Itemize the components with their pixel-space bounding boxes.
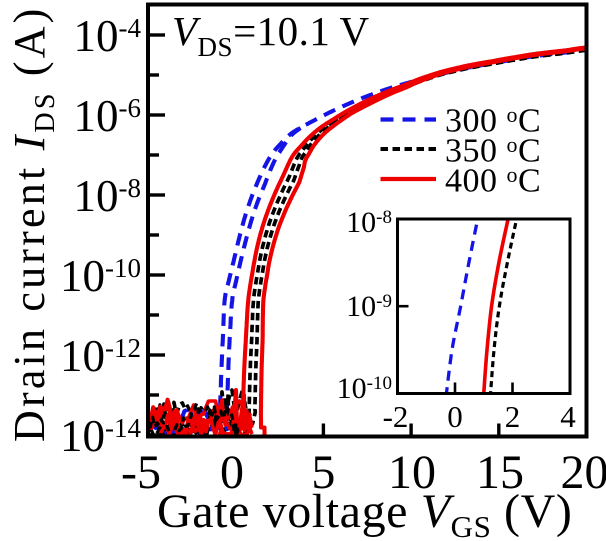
svg-text:0: 0 <box>447 399 463 434</box>
svg-text:Drain current IDS (A): Drain current IDS (A) <box>5 5 61 442</box>
svg-text:5: 5 <box>311 446 335 499</box>
svg-text:4: 4 <box>560 399 576 434</box>
svg-text:10-10: 10-10 <box>60 251 141 301</box>
svg-text:Gate voltage VGS (V): Gate voltage VGS (V) <box>157 485 573 541</box>
svg-text:10: 10 <box>388 446 436 499</box>
svg-text:-2: -2 <box>383 399 409 434</box>
svg-text:2: 2 <box>505 399 521 434</box>
svg-text:10-4: 10-4 <box>74 11 142 61</box>
svg-text:0: 0 <box>220 446 244 499</box>
svg-text:300 oC: 300 oC <box>445 102 541 140</box>
svg-text:20: 20 <box>561 446 606 499</box>
svg-text:15: 15 <box>476 446 524 499</box>
svg-text:-5: -5 <box>121 446 161 499</box>
svg-text:350 oC: 350 oC <box>445 132 541 170</box>
svg-text:VDS=10.1V: VDS=10.1 V <box>172 8 370 62</box>
svg-text:400 oC: 400 oC <box>445 162 541 200</box>
